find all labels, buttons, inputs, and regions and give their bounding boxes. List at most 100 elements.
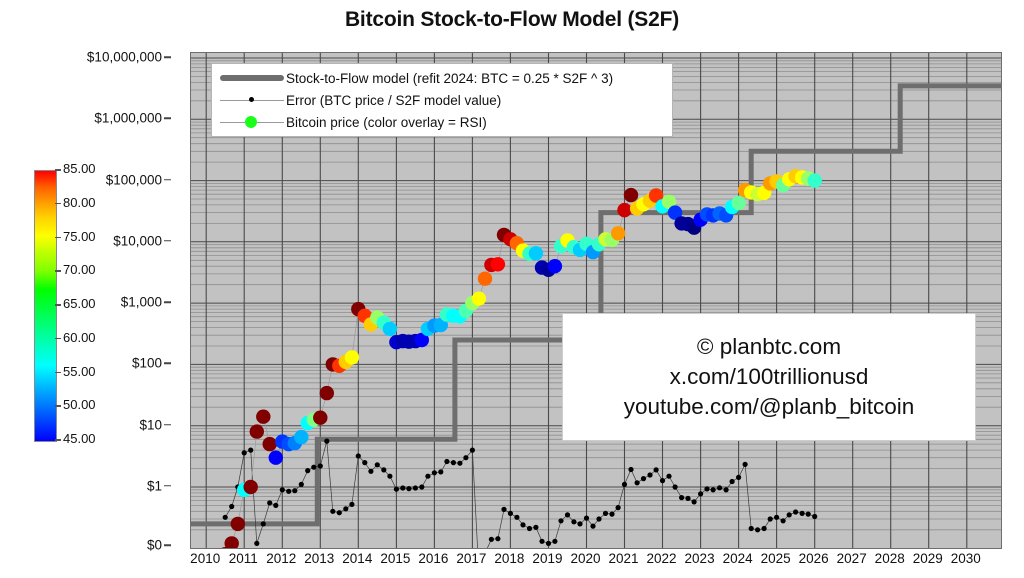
error-point	[526, 525, 533, 532]
error-point	[431, 470, 437, 476]
x-axis-tick-label: 2011	[228, 551, 258, 566]
error-point	[812, 513, 818, 520]
y-axis-tick-label: $1,000	[120, 294, 162, 310]
x-axis-tick-label: 2018	[494, 551, 525, 566]
error-point	[450, 460, 456, 466]
error-point	[755, 527, 761, 533]
error-point	[520, 522, 526, 528]
error-point	[286, 488, 292, 494]
x-axis-tick-label: 2014	[342, 551, 373, 566]
bitcoin-price-point	[256, 409, 271, 424]
bitcoin-price-point	[224, 536, 239, 548]
y-axis-tick-mark	[164, 117, 171, 120]
error-point	[640, 476, 647, 482]
bitcoin-price-point	[477, 271, 493, 286]
watermark-line: © planbtc.com	[696, 334, 842, 360]
error-point	[495, 536, 501, 542]
x-axis-tick-label: 2028	[874, 551, 905, 566]
error-point	[653, 467, 659, 473]
colorbar-tick-mark	[55, 169, 61, 171]
bitcoin-price-point	[623, 187, 639, 203]
y-axis-tick-label: $1	[146, 478, 162, 494]
bitcoin-price-point	[414, 332, 429, 348]
error-point	[609, 511, 615, 517]
error-point	[463, 455, 469, 461]
error-point	[577, 521, 583, 527]
x-axis: 2010 2011 2012 2013 2014 2015 2016 2017 2018 2019…	[0, 549, 1024, 578]
error-point	[786, 512, 792, 518]
error-point	[545, 540, 552, 546]
error-point	[488, 536, 494, 542]
error-point	[507, 510, 513, 516]
y-axis-tick-mark	[164, 240, 171, 242]
bitcoin-price-point	[610, 226, 626, 241]
colorbar-tick-mark	[55, 405, 61, 407]
y-axis-tick-mark	[164, 56, 171, 58]
y-axis-tick-label: $100,000	[105, 172, 162, 188]
error-point	[672, 484, 678, 490]
x-axis-tick-label: 2030	[950, 551, 981, 566]
legend-item-bitcoin-price: Bitcoin price (color overlay = RSI)	[218, 111, 668, 133]
error-point	[615, 505, 621, 511]
x-axis-tick-label: 2021	[608, 551, 639, 566]
error-point	[317, 463, 323, 469]
legend-item-error: Error (BTC price / S2F model value)	[218, 89, 668, 111]
bitcoin-price-point	[294, 429, 309, 445]
legend-item-s2f-model: Stock-to-Flow model (refit 2024: BTC = 0…	[218, 67, 668, 89]
error-point	[469, 447, 475, 453]
error-point	[748, 525, 754, 532]
error-point	[736, 474, 742, 480]
y-axis-tick-label: $1,000,000	[94, 110, 162, 126]
error-point	[501, 506, 507, 512]
error-point	[799, 510, 805, 516]
x-axis-tick-label: 2020	[570, 551, 601, 566]
y-axis-tick-mark	[164, 362, 171, 365]
bitcoin-price-point	[807, 173, 822, 188]
colorbar-tick-mark	[55, 439, 61, 441]
bitcoin-price-point	[319, 385, 334, 401]
error-point	[355, 453, 361, 459]
x-axis-tick-label: 2017	[456, 551, 487, 566]
error-point	[248, 447, 254, 453]
error-series	[222, 438, 818, 548]
colorbar-tick-label: 55.00	[63, 363, 96, 379]
error-point	[717, 485, 723, 491]
watermark-box: © planbtc.com x.com/100trillionusd youtu…	[562, 313, 976, 441]
error-point	[425, 473, 431, 479]
error-point	[457, 460, 463, 466]
error-point	[387, 473, 393, 479]
watermark-line: x.com/100trillionusd	[669, 364, 869, 390]
page-title: Bitcoin Stock-to-Flow Model (S2F)	[344, 8, 680, 31]
bitcoin-price-point	[262, 436, 277, 452]
watermark-line: youtube.com/@planb_bitcoin	[623, 393, 915, 419]
error-point	[349, 501, 355, 507]
bitcoin-price-point	[268, 450, 283, 465]
error-point	[241, 450, 247, 456]
bitcoin-price-point	[230, 516, 245, 532]
bitcoin-price-point	[547, 259, 563, 274]
bitcoin-price-point	[661, 194, 677, 209]
x-axis-tick-label: 2022	[646, 551, 677, 566]
error-point	[298, 481, 304, 487]
y-axis-tick-label: $100	[131, 355, 162, 371]
error-point	[666, 473, 672, 479]
error-point	[647, 472, 653, 478]
error-point	[222, 514, 228, 520]
error-point	[704, 486, 710, 492]
colorbar-tick-mark	[55, 202, 61, 205]
bitcoin-price-point	[249, 424, 264, 439]
error-point	[444, 458, 450, 465]
bitcoin-price-point	[243, 479, 258, 495]
plot-canvas	[191, 53, 1001, 548]
rsi-colorbar: RSI Relative Strength Index (14m) 85.008…	[0, 160, 104, 460]
error-point	[602, 510, 609, 516]
colorbar-gradient	[34, 170, 57, 442]
x-axis-tick-label: 2012	[266, 551, 297, 566]
colorbar-tick-label: 60.00	[63, 329, 96, 345]
legend-label: Error (BTC price / S2F model value)	[286, 92, 502, 108]
bitcoin-price-point	[667, 205, 683, 220]
error-point	[438, 469, 444, 475]
error-point	[419, 484, 425, 490]
error-point	[533, 524, 539, 530]
